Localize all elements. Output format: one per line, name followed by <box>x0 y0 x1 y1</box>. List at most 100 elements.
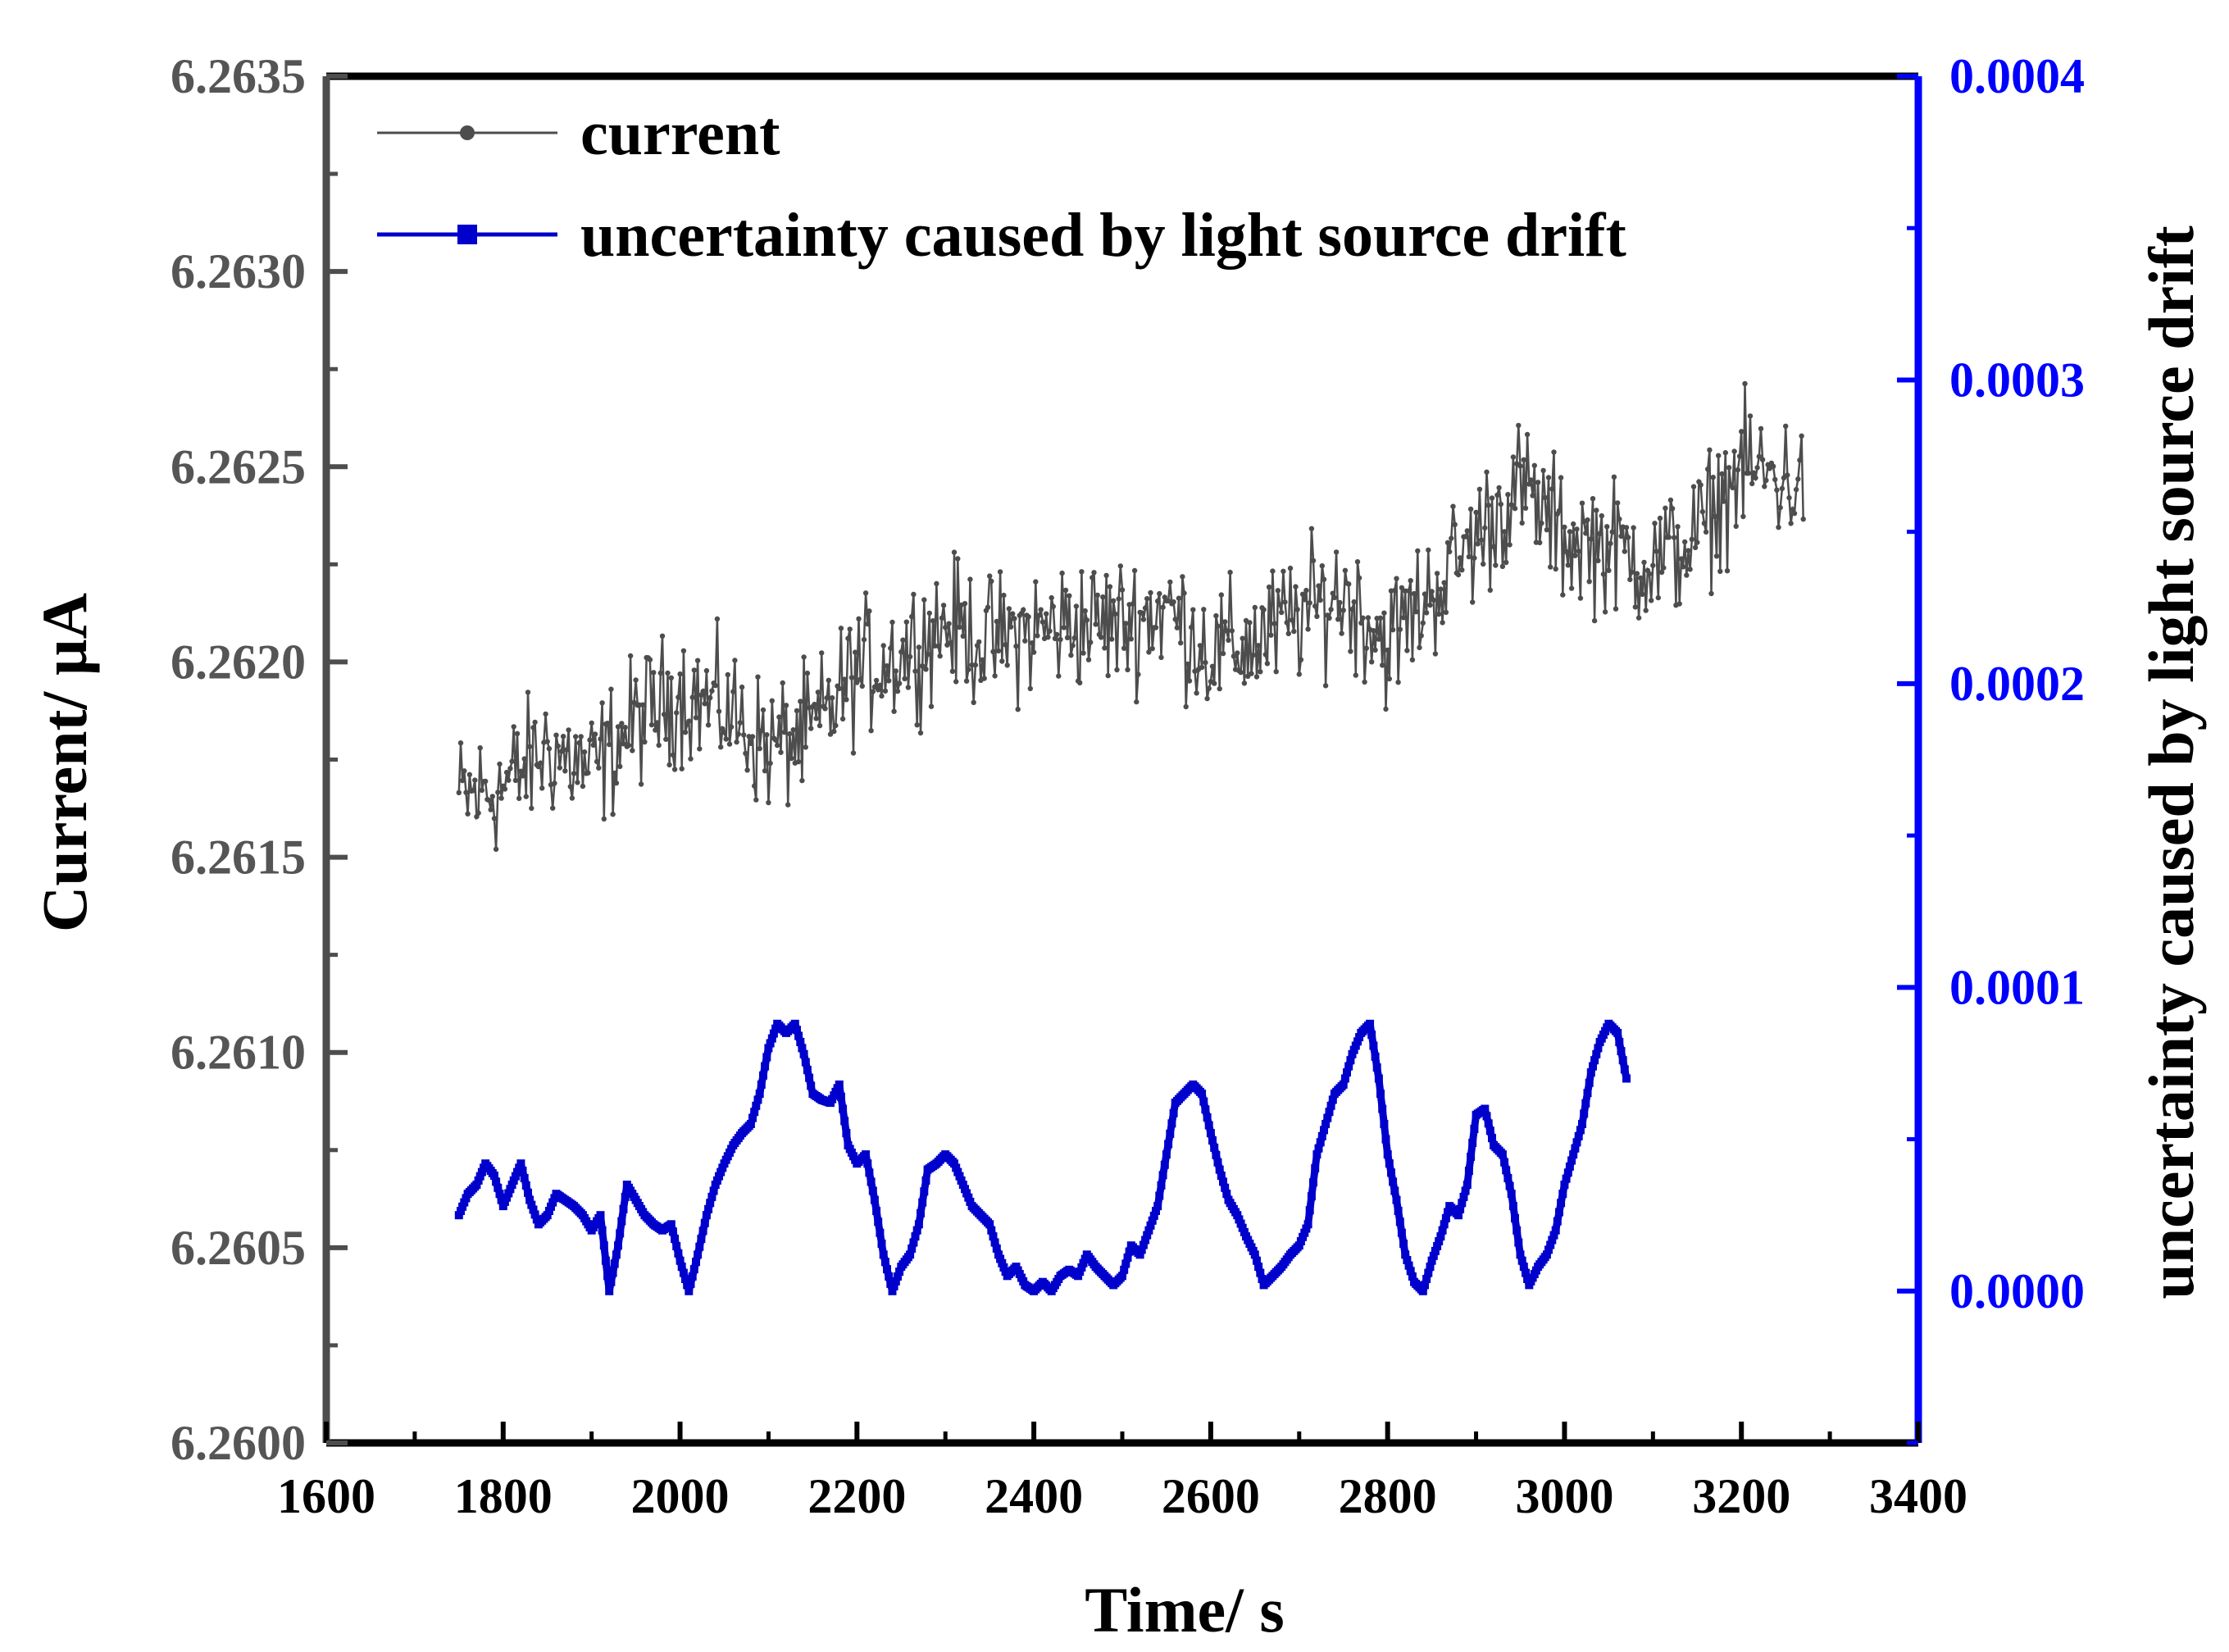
y-tick-label: 6.2610 <box>171 1026 306 1080</box>
uncertainty-point <box>1381 1135 1390 1144</box>
current-point <box>976 639 982 645</box>
uncertainty-point <box>999 1263 1008 1272</box>
current-point <box>963 678 970 684</box>
current-point <box>512 777 519 784</box>
current-point <box>691 667 697 673</box>
current-point <box>462 768 467 774</box>
y-tick-label: 6.2615 <box>171 831 306 885</box>
current-point <box>1158 654 1164 661</box>
current-point <box>642 739 648 745</box>
current-point <box>1790 507 1795 512</box>
uncertainty-point <box>964 1193 973 1202</box>
uncertainty-point <box>1349 1045 1358 1054</box>
y2-tick-label: 0.0004 <box>1949 49 2085 103</box>
uncertainty-point <box>1574 1131 1583 1140</box>
current-point <box>789 755 794 762</box>
current-point <box>900 637 906 643</box>
uncertainty-point <box>803 1066 812 1075</box>
current-point <box>744 767 750 773</box>
current-point <box>1608 540 1613 547</box>
uncertainty-point <box>1143 1231 1152 1240</box>
current-point <box>1094 592 1101 598</box>
uncertainty-point <box>1426 1263 1435 1272</box>
current-point <box>1676 601 1682 607</box>
current-point <box>1089 575 1095 580</box>
uncertainty-point <box>1485 1126 1494 1135</box>
current-point <box>1623 525 1630 530</box>
current-point <box>1472 555 1477 561</box>
uncertainty-point <box>952 1163 961 1172</box>
current-point <box>1501 529 1508 535</box>
current-point <box>1464 528 1471 534</box>
current-point <box>601 816 607 822</box>
current-point <box>1586 579 1592 585</box>
uncertainty-point <box>761 1062 770 1071</box>
uncertainty-point <box>1468 1139 1477 1147</box>
current-point <box>1788 521 1794 526</box>
current-point <box>778 749 784 755</box>
current-point <box>502 786 508 792</box>
uncertainty-point <box>1316 1138 1325 1147</box>
current-point <box>999 658 1005 664</box>
uncertainty-point <box>1139 1240 1148 1249</box>
current-point <box>1485 503 1491 508</box>
uncertainty-point <box>677 1263 686 1272</box>
current-point <box>1217 685 1222 692</box>
uncertainty-point <box>1366 1019 1375 1028</box>
uncertainty-point <box>790 1019 799 1028</box>
uncertainty-point <box>1578 1120 1586 1128</box>
current-point <box>1528 477 1534 483</box>
current-point <box>1123 621 1129 626</box>
uncertainty-point <box>1622 1074 1631 1083</box>
current-point <box>1282 599 1288 605</box>
current-point <box>555 743 561 749</box>
current-point <box>590 742 596 748</box>
uncertainty-point <box>704 1204 713 1213</box>
uncertainty-point <box>1583 1089 1592 1098</box>
x-tick-label: 2600 <box>1162 1469 1260 1523</box>
current-point <box>1530 493 1535 498</box>
current-point <box>1611 474 1617 480</box>
uncertainty-point <box>1376 1090 1385 1098</box>
uncertainty-point <box>1589 1062 1597 1071</box>
current-point <box>960 633 967 639</box>
current-point <box>1499 563 1506 570</box>
current-point <box>1793 486 1799 493</box>
current-point <box>1643 608 1649 613</box>
current-point <box>1142 605 1149 611</box>
current-point <box>1776 525 1781 530</box>
uncertainty-point <box>985 1220 994 1229</box>
legend-uncertainty-marker <box>457 225 477 244</box>
current-point <box>1701 521 1708 526</box>
current-point <box>1579 500 1585 506</box>
uncertainty-point <box>1444 1208 1452 1217</box>
current-point <box>1604 524 1610 530</box>
current-point <box>1716 453 1722 458</box>
current-point <box>674 710 680 716</box>
uncertainty-point <box>1167 1119 1176 1128</box>
uncertainty-point <box>798 1044 807 1053</box>
current-point <box>1328 607 1334 612</box>
current-point <box>865 621 871 627</box>
uncertainty-point <box>1507 1190 1516 1199</box>
current-point <box>1067 593 1072 598</box>
uncertainty-point <box>1514 1238 1523 1247</box>
current-point <box>735 731 741 737</box>
current-point <box>716 708 722 714</box>
current-point <box>707 694 713 701</box>
current-point <box>926 610 933 617</box>
uncertainty-point <box>1328 1095 1337 1104</box>
current-point <box>1797 457 1803 463</box>
current-point <box>1429 589 1435 594</box>
uncertainty-point <box>1204 1121 1213 1130</box>
uncertainty-point <box>706 1199 715 1208</box>
current-point <box>1650 562 1656 568</box>
current-point <box>472 777 478 783</box>
uncertainty-point <box>527 1200 536 1209</box>
current-point <box>1779 485 1785 492</box>
uncertainty-point <box>610 1259 619 1268</box>
uncertainty-point <box>1429 1251 1438 1260</box>
current-point <box>1199 664 1205 671</box>
current-point <box>838 626 844 631</box>
current-point <box>845 635 851 641</box>
